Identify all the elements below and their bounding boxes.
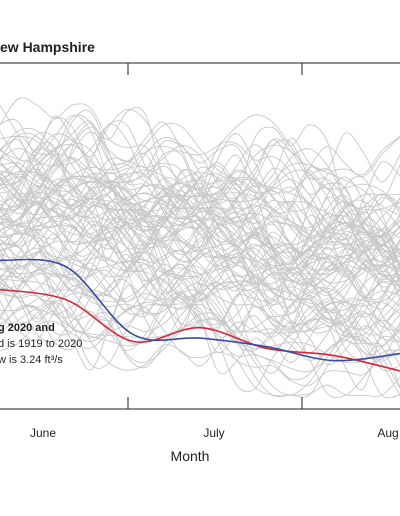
historical-series-line (0, 156, 400, 261)
historical-series-line (0, 140, 400, 264)
historical-series-line (0, 133, 400, 238)
historical-series-line (0, 132, 400, 216)
historical-series-group (0, 97, 400, 399)
historical-series-line (0, 179, 400, 286)
highlighted-series-line-2 (0, 258, 400, 362)
historical-series-line (0, 249, 400, 388)
historical-series-line (0, 127, 400, 238)
historical-series-line (0, 217, 400, 302)
historical-series-line (0, 278, 400, 353)
historical-series-line (0, 227, 400, 364)
historical-series-line (0, 263, 400, 366)
x-tick-label-june: June (30, 426, 56, 440)
historical-series-line (0, 276, 400, 372)
historical-series-line (0, 217, 400, 340)
historical-series-line (0, 226, 400, 326)
historical-series-line (0, 224, 400, 391)
historical-series-line (0, 305, 400, 397)
historical-series-line (0, 117, 400, 300)
historical-series-line (0, 232, 400, 303)
historical-series-line (0, 163, 400, 264)
annotation-line-1: g 2020 and (0, 322, 55, 334)
historical-series-line (0, 273, 400, 364)
historical-series-line (0, 224, 400, 342)
historical-series-line (0, 203, 400, 314)
highlighted-series-group (0, 258, 400, 372)
historical-series-line (0, 199, 400, 332)
historical-series-line (0, 141, 400, 267)
annotation-line-3: w is 3.24 ft³/s (0, 354, 63, 366)
historical-series-line (0, 109, 400, 241)
historical-series-line (0, 264, 400, 373)
historical-series-line (0, 272, 400, 398)
historical-series-line (0, 216, 400, 361)
x-axis-title: Month (171, 448, 210, 464)
plot-area (0, 62, 400, 410)
historical-series-line (0, 118, 400, 272)
historical-series-line (0, 175, 400, 272)
historical-series-line (0, 215, 400, 361)
historical-series-line (0, 183, 400, 289)
historical-series-line (0, 153, 400, 275)
historical-series-line (0, 172, 400, 277)
historical-series-line (0, 138, 400, 271)
historical-series-line (0, 258, 400, 362)
x-tick-labels: June July Aug (30, 426, 399, 440)
historical-series-line (0, 202, 400, 297)
historical-series-line (0, 181, 400, 267)
historical-series-line (0, 260, 400, 399)
historical-series-line (0, 215, 400, 314)
historical-series-line (0, 180, 400, 301)
historical-series-line (0, 162, 400, 265)
historical-series-line (0, 289, 400, 387)
historical-series-line (0, 106, 400, 216)
x-tick-label-july: July (203, 426, 224, 440)
historical-series-line (0, 278, 400, 399)
chart-title: ew Hampshire (0, 39, 95, 55)
historical-series-line (0, 289, 400, 361)
historical-series-line (0, 272, 400, 331)
historical-series-line (0, 180, 400, 258)
annotation-line-2: d is 1919 to 2020 (0, 338, 82, 350)
x-axis-ticks (127, 63, 303, 409)
x-tick-label-aug: Aug (377, 426, 398, 440)
historical-series-line (0, 97, 400, 228)
historical-series-line (0, 139, 400, 271)
historical-series-line (0, 114, 400, 234)
historical-series-line (0, 260, 400, 367)
annotation-text: g 2020 and d is 1919 to 2020 w is 3.24 f… (0, 322, 82, 366)
highlighted-series-line-1 (0, 288, 400, 372)
historical-series-line (0, 143, 400, 271)
historical-series-line (0, 194, 400, 307)
